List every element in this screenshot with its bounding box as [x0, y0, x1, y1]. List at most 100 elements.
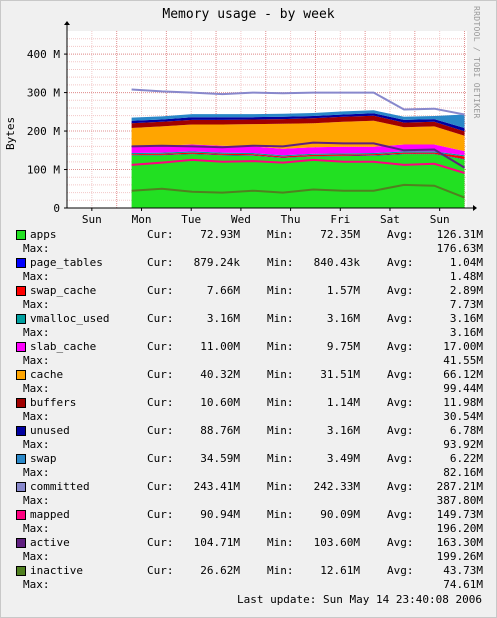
legend-cur-value: 88.76M: [200, 424, 240, 437]
legend-avg-value: 149.73M: [436, 508, 483, 521]
legend-cur-label: Cur:: [147, 396, 174, 409]
legend-max-value: 196.20M: [436, 522, 483, 535]
legend-row-unused: unused Cur: 88.76M Min: 3.16M Avg: 6.78M: [0, 424, 497, 438]
x-tick-label: Fri: [330, 213, 350, 226]
legend-max-value: 7.73M: [449, 298, 483, 311]
legend-max-label: Max:: [23, 410, 50, 423]
y-tick-label: 400 M: [27, 48, 60, 61]
legend-avg-value: 1.04M: [449, 256, 483, 269]
legend-row-committed: committed Cur: 243.41M Min: 242.33M Avg: 287.2…: [0, 480, 497, 494]
area-apps: [131, 154, 465, 208]
area-unused: [131, 113, 465, 132]
area-swap-cache: [131, 152, 465, 160]
x-tick-label: Tue: [181, 213, 201, 226]
legend-avg-value: 287.21M: [436, 480, 483, 493]
legend-max-row: Max: 1.48M: [0, 270, 497, 284]
legend-min-value: 3.16M: [326, 312, 360, 325]
legend-cur-label: Cur:: [147, 452, 174, 465]
legend-max-row: Max: 41.55M: [0, 354, 497, 368]
legend-cur-value: 3.16M: [206, 312, 240, 325]
legend-max-row: Max: 99.44M: [0, 382, 497, 396]
legend-cur-value: 243.41M: [193, 480, 240, 493]
legend-cur-label: Cur:: [147, 256, 174, 269]
legend-max-label: Max:: [23, 438, 50, 451]
legend-min-label: Min:: [267, 256, 294, 269]
legend-avg-label: Avg:: [387, 340, 414, 353]
legend-name: swap_cache: [30, 284, 97, 297]
line-committed: [131, 88, 465, 116]
legend-max-value: 1.48M: [449, 270, 483, 283]
legend-cur-value: 72.93M: [200, 228, 240, 241]
legend-max-row: Max: 93.92M: [0, 438, 497, 452]
legend-max-row: Max: 74.61M: [0, 578, 497, 592]
area-page-tables: [131, 153, 465, 160]
legend-min-label: Min:: [267, 340, 294, 353]
legend-avg-value: 6.78M: [449, 424, 483, 437]
legend-cur-label: Cur:: [147, 312, 174, 325]
legend-avg-label: Avg:: [387, 508, 414, 521]
legend-max-row: Max: 30.54M: [0, 410, 497, 424]
y-tick-label: 0: [53, 202, 60, 215]
legend-cur-value: 104.71M: [193, 536, 240, 549]
legend-name: vmalloc_used: [30, 312, 110, 325]
legend-min-label: Min:: [267, 368, 294, 381]
legend-avg-value: 3.16M: [449, 312, 483, 325]
legend-cur-label: Cur:: [147, 536, 174, 549]
legend-row-page-tables: page_tables Cur: 879.24k Min: 840.43k Avg: 1.0…: [0, 256, 497, 270]
legend-max-value: 30.54M: [443, 410, 483, 423]
legend-cur-value: 40.32M: [200, 368, 240, 381]
legend-row-inactive: inactive Cur: 26.62M Min: 12.61M Avg: 43.73M: [0, 564, 497, 578]
legend-max-value: 387.80M: [436, 494, 483, 507]
legend-cur-label: Cur:: [147, 480, 174, 493]
legend-min-label: Min:: [267, 396, 294, 409]
legend-max-row: Max: 176.63M: [0, 242, 497, 256]
area-buffers: [131, 115, 465, 136]
legend: apps Cur: 72.93M Min: 72.35M Avg: 126.31M Max: 1…: [0, 228, 497, 592]
legend-max-value: 176.63M: [436, 242, 483, 255]
legend-swatch: [16, 314, 26, 324]
legend-min-label: Min:: [267, 508, 294, 521]
x-tick-label: Sun: [430, 213, 450, 226]
legend-min-label: Min:: [267, 284, 294, 297]
legend-row-mapped: mapped Cur: 90.94M Min: 90.09M Avg: 149.73M: [0, 508, 497, 522]
legend-max-label: Max:: [23, 326, 50, 339]
legend-swatch: [16, 426, 26, 436]
legend-swatch: [16, 258, 26, 268]
legend-swatch: [16, 286, 26, 296]
legend-avg-value: 17.00M: [443, 340, 483, 353]
legend-max-value: 3.16M: [449, 326, 483, 339]
x-tick-label: Wed: [231, 213, 251, 226]
legend-min-value: 1.57M: [326, 284, 360, 297]
legend-min-label: Min:: [267, 424, 294, 437]
legend-min-value: 9.75M: [326, 340, 360, 353]
legend-min-label: Min:: [267, 564, 294, 577]
legend-row-swap: swap Cur: 34.59M Min: 3.49M Avg: 6.22M: [0, 452, 497, 466]
legend-cur-label: Cur:: [147, 368, 174, 381]
y-tick-label: 200 M: [27, 125, 60, 138]
legend-avg-value: 2.89M: [449, 284, 483, 297]
legend-row-slab-cache: slab_cache Cur: 11.00M Min: 9.75M Avg: 17.00M: [0, 340, 497, 354]
legend-cur-value: 11.00M: [200, 340, 240, 353]
legend-max-label: Max:: [23, 382, 50, 395]
legend-name: mapped: [30, 508, 70, 521]
legend-avg-label: Avg:: [387, 424, 414, 437]
legend-max-label: Max:: [23, 270, 50, 283]
legend-max-label: Max:: [23, 466, 50, 479]
y-tick-label: 300 M: [27, 87, 60, 100]
legend-name: committed: [30, 480, 90, 493]
plot-area: 0 100 M 200 M 300 M 400 M Sun Mon Tue Wed Thu Fri S…: [27, 21, 477, 226]
legend-avg-value: 66.12M: [443, 368, 483, 381]
legend-swatch: [16, 566, 26, 576]
legend-swatch: [16, 454, 26, 464]
legend-cur-value: 879.24k: [193, 256, 240, 269]
legend-min-label: Min:: [267, 312, 294, 325]
legend-max-value: 41.55M: [443, 354, 483, 367]
area-cache: [131, 120, 465, 152]
legend-cur-label: Cur:: [147, 228, 174, 241]
legend-max-row: Max: 199.26M: [0, 550, 497, 564]
legend-max-value: 74.61M: [443, 578, 483, 591]
chart-title: Memory usage - by week: [162, 7, 335, 22]
legend-name: inactive: [30, 564, 83, 577]
legend-max-label: Max:: [23, 522, 50, 535]
legend-cur-value: 34.59M: [200, 452, 240, 465]
